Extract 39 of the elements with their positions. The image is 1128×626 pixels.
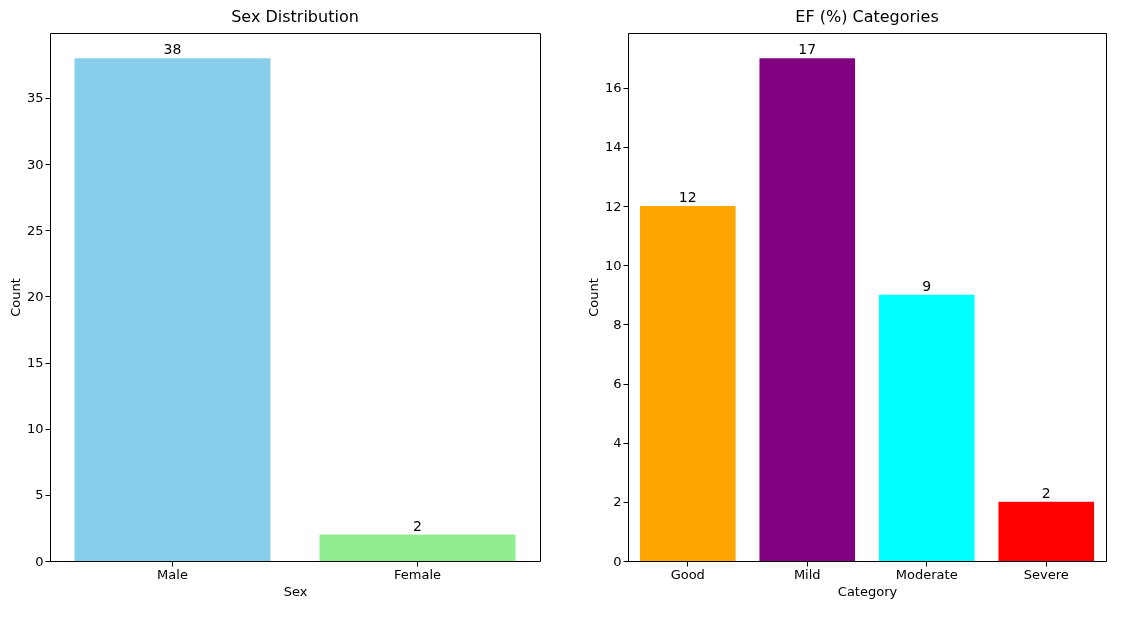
y-tick-label: 2 <box>613 494 622 510</box>
x-tick-label: Severe <box>1023 566 1069 582</box>
y-tick-label: 25 <box>26 222 44 238</box>
chart-title: EF (%) Categories <box>795 7 939 26</box>
x-tick-label: Mild <box>793 566 821 582</box>
y-axis-title: Count <box>7 278 23 317</box>
y-tick-label: 6 <box>613 376 622 392</box>
bar <box>998 501 1095 561</box>
data-label: 2 <box>1041 484 1051 501</box>
bar <box>878 294 975 561</box>
y-tick-label: 12 <box>604 198 622 214</box>
y-tick-label: 16 <box>604 80 622 96</box>
x-axis-title: Category <box>837 583 898 599</box>
data-label: 38 <box>163 41 182 58</box>
x-tick-label: Male <box>157 566 188 582</box>
data-label: 17 <box>798 41 817 58</box>
y-tick-label: 0 <box>35 553 44 569</box>
y-tick-label: 30 <box>26 156 44 172</box>
y-tick-label: 15 <box>26 355 44 370</box>
bar <box>639 206 736 561</box>
x-tick-label: Moderate <box>895 566 958 582</box>
x-tick-label: Good <box>670 566 705 582</box>
y-tick-label: 10 <box>26 421 44 437</box>
data-label: 12 <box>678 189 697 206</box>
y-tick-label: 5 <box>35 487 44 503</box>
bar <box>759 58 856 561</box>
x-tick-label: Female <box>393 566 442 582</box>
x-axis-title: Sex <box>283 583 308 599</box>
y-tick-label: 4 <box>613 435 622 451</box>
y-tick-label: 14 <box>604 139 622 155</box>
data-label: 2 <box>413 517 422 534</box>
data-label: 9 <box>922 277 932 294</box>
y-tick-label: 8 <box>613 316 622 332</box>
y-axis-title: Count <box>585 278 601 317</box>
y-tick-label: 35 <box>26 90 44 106</box>
y-tick-label: 20 <box>26 288 44 304</box>
chart-title: Sex Distribution <box>231 7 359 26</box>
y-tick-label: 10 <box>604 257 622 273</box>
y-tick-label: 0 <box>613 553 622 569</box>
